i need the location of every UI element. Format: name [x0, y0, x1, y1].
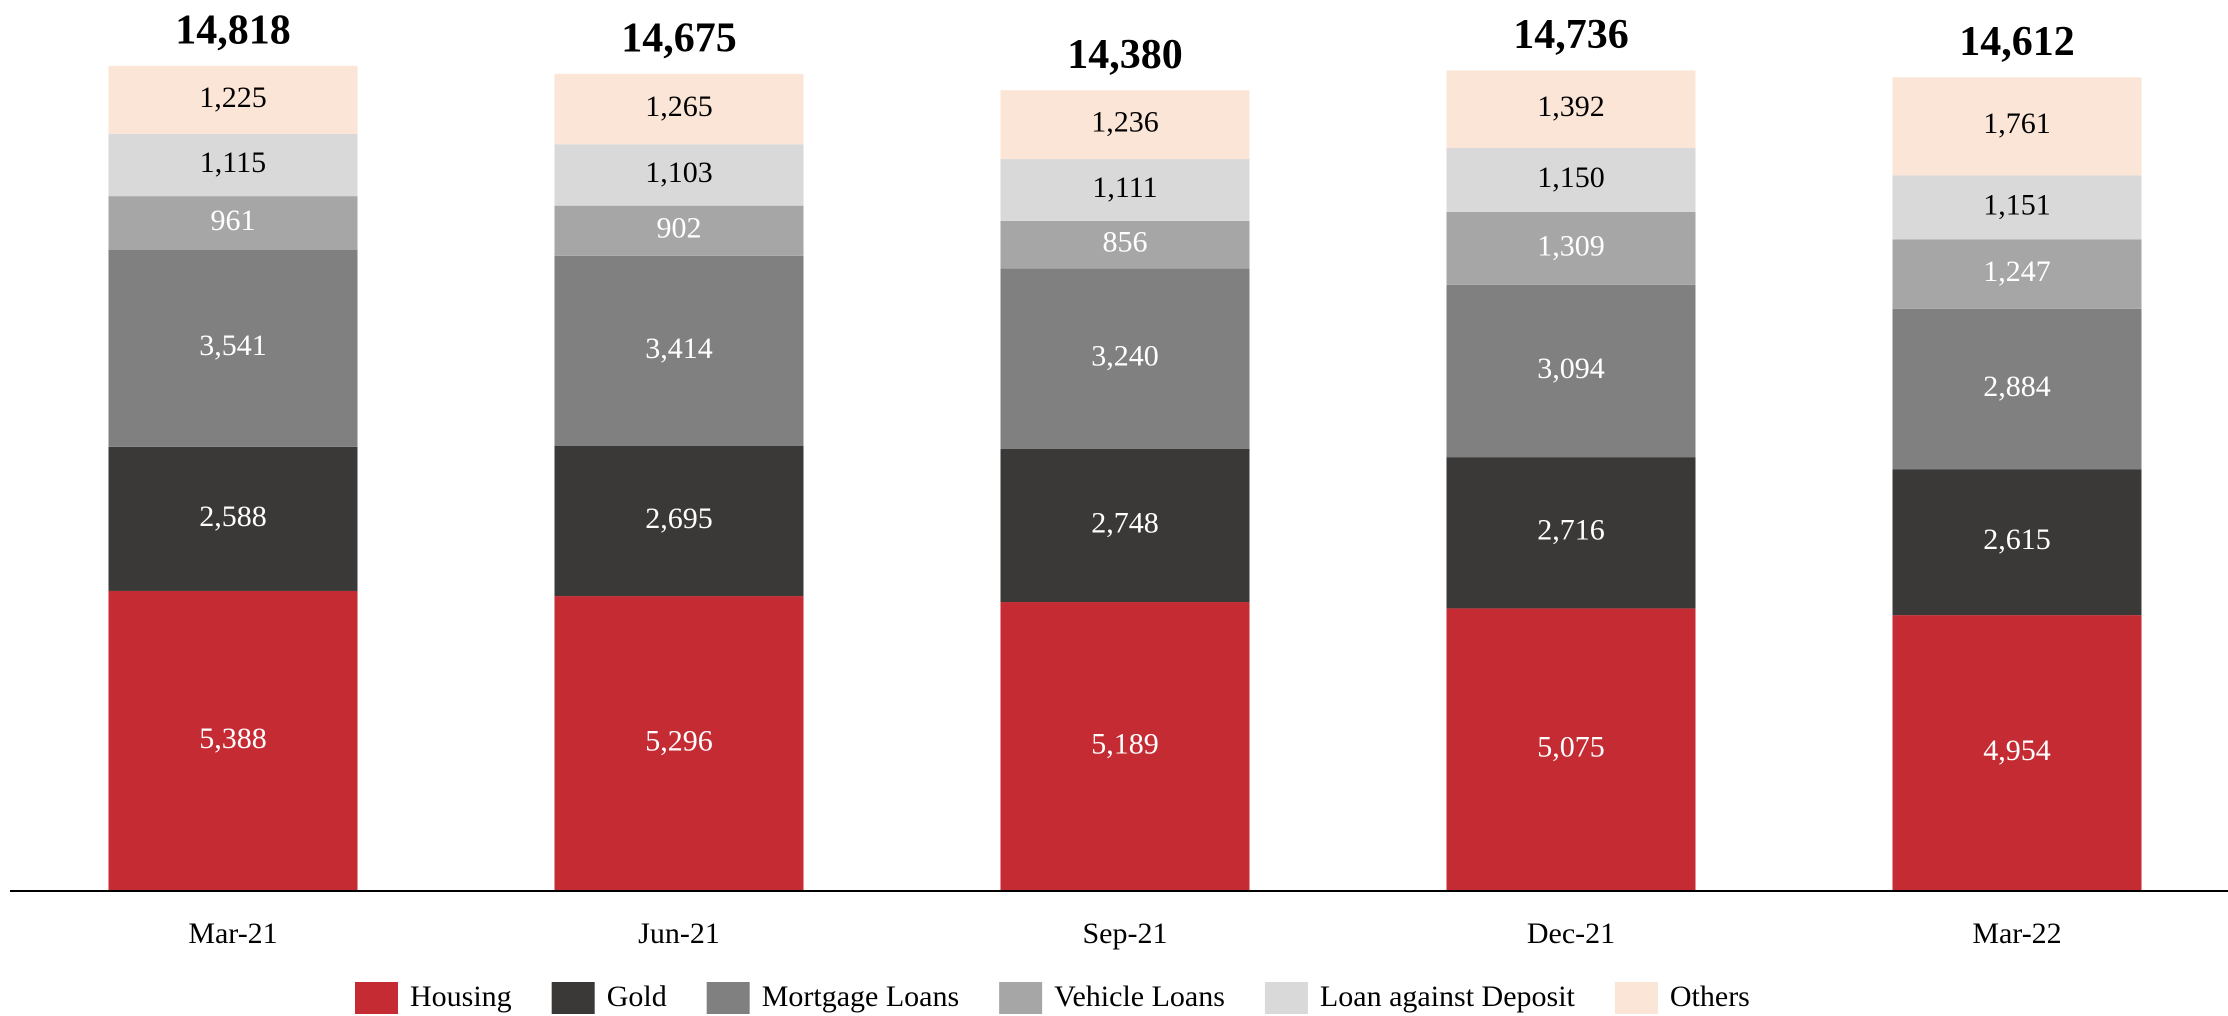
bar-segment	[554, 73, 804, 145]
segment-label: 2,615	[1983, 523, 2051, 556]
legend-label: Loan against Deposit	[1320, 980, 1576, 1013]
total-label: 14,675	[621, 15, 737, 61]
segment-label: 902	[657, 212, 702, 245]
segment-label: 856	[1103, 226, 1148, 259]
bar-segment	[1892, 469, 2142, 616]
bar-segment	[1000, 159, 1250, 221]
segment-label: 1,247	[1983, 255, 2051, 288]
segment-label: 4,954	[1983, 734, 2051, 767]
legend-label: Housing	[410, 980, 512, 1013]
bar-segment	[1446, 147, 1696, 212]
segment-label: 1,103	[645, 156, 713, 189]
legend-label: Gold	[607, 980, 667, 1013]
bar-segment	[1446, 70, 1696, 148]
bar-segment	[1892, 239, 2142, 309]
bar-segment	[1000, 449, 1250, 603]
legend-swatch	[1614, 982, 1658, 1014]
x-tick-label: Mar-22	[1972, 917, 2061, 950]
segment-label: 1,265	[645, 90, 713, 123]
segment-label: 1,392	[1537, 90, 1605, 123]
bar-segment	[1446, 211, 1696, 285]
segment-label: 3,414	[645, 332, 713, 365]
bar-segment	[108, 590, 358, 891]
bar-segment	[108, 196, 358, 250]
bar-segment	[108, 134, 358, 197]
legend-swatch	[999, 982, 1043, 1014]
bar-segment	[1446, 608, 1696, 891]
bar-segment	[1000, 90, 1250, 160]
bar-segment	[1000, 268, 1250, 450]
segment-label: 5,075	[1537, 731, 1605, 764]
bar-segment	[108, 446, 358, 591]
bar-segment	[1446, 284, 1696, 458]
bar-segment	[554, 144, 804, 206]
bar-segment	[554, 255, 804, 447]
bar-segment	[1892, 175, 2142, 240]
bar-segment	[554, 446, 804, 597]
segment-label: 2,748	[1091, 506, 1159, 539]
legend-label: Mortgage Loans	[762, 980, 959, 1013]
segment-label: 2,716	[1537, 514, 1605, 547]
segment-label: 3,094	[1537, 352, 1605, 385]
bar-segment	[554, 205, 804, 256]
segment-label: 1,150	[1537, 161, 1605, 194]
bar-segment	[1892, 308, 2142, 470]
segment-label: 961	[211, 204, 256, 237]
bar-segment	[1446, 457, 1696, 609]
x-tick-label: Mar-21	[188, 917, 277, 950]
segment-label: 5,388	[199, 722, 267, 755]
x-tick-label: Sep-21	[1083, 917, 1168, 950]
segment-label: 1,111	[1092, 171, 1157, 204]
legend-label: Others	[1670, 980, 1750, 1013]
legend-swatch	[551, 982, 595, 1014]
bar-segment	[1892, 77, 2142, 176]
legend-label: Vehicle Loans	[1054, 980, 1225, 1013]
legend-swatch	[1264, 982, 1308, 1014]
segment-label: 5,189	[1091, 727, 1159, 760]
legend-swatch	[706, 982, 750, 1014]
bar-segment	[1892, 615, 2142, 891]
segment-label: 1,225	[199, 81, 267, 114]
x-tick-label: Dec-21	[1527, 917, 1615, 950]
total-label: 14,380	[1067, 32, 1183, 78]
bar-segment	[554, 596, 804, 891]
segment-label: 2,588	[199, 500, 267, 533]
segment-label: 2,695	[645, 502, 713, 535]
total-label: 14,612	[1959, 19, 2075, 65]
segment-label: 2,884	[1983, 370, 2051, 403]
segment-label: 1,309	[1537, 229, 1605, 262]
bar-segment	[1000, 602, 1250, 891]
segment-label: 1,115	[200, 146, 266, 179]
total-label: 14,736	[1513, 12, 1629, 58]
segment-label: 1,236	[1091, 106, 1159, 139]
segment-label: 1,151	[1983, 188, 2051, 221]
segment-label: 5,296	[645, 724, 713, 757]
bar-segment	[1000, 220, 1250, 269]
segment-label: 3,240	[1091, 340, 1159, 373]
segment-label: 1,761	[1983, 107, 2051, 140]
total-label: 14,818	[175, 7, 291, 53]
segment-label: 3,541	[199, 329, 267, 362]
legend-swatch	[355, 982, 398, 1014]
bar-segment	[108, 65, 358, 135]
bar-segment	[108, 249, 358, 447]
x-tick-label: Jun-21	[638, 917, 720, 950]
